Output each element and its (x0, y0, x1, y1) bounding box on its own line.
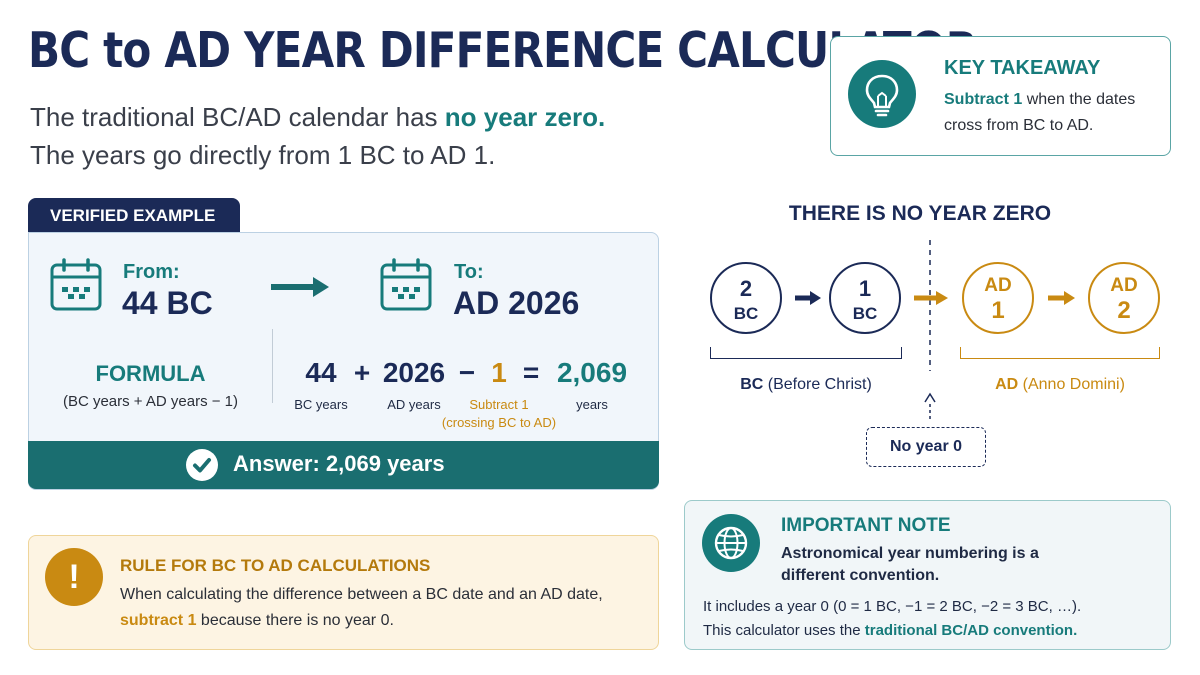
from-label: From: (123, 261, 180, 283)
formula-term-bc: 44 (305, 357, 337, 388)
calendar-icon (379, 257, 433, 313)
important-note-box: IMPORTANT NOTE Astronomical year numberi… (684, 500, 1171, 650)
from-value: 44 BC (122, 285, 213, 321)
ad-bracket (960, 347, 1160, 359)
bc-bracket (710, 347, 902, 359)
exclamation-icon: ! (45, 548, 103, 606)
formula-subtitle: (BC years + AD years − 1) (62, 393, 239, 410)
lightbulb-icon (848, 60, 916, 128)
formula-term-bc-label: BC years (294, 397, 348, 412)
takeaway-highlight: Subtract 1 (944, 91, 1023, 108)
answer-bar: Answer: 2,069 years (28, 441, 659, 489)
note-text-1: It includes a year 0 (0 = 1 BC, −1 = 2 B… (703, 598, 1082, 615)
note-subtitle: Astronomical year numbering is a differe… (781, 545, 1039, 584)
arrow-right-icon (269, 275, 331, 304)
rule-body-end: because there is no year 0. (196, 612, 394, 629)
plus-operator: + (353, 357, 371, 388)
formula-term-subtract-note: (crossing BC to AD) (441, 415, 557, 430)
note-highlight: traditional BC/AD convention. (864, 622, 1078, 639)
no-year-zero-label: No year 0 (866, 427, 986, 467)
intro-line-1: The traditional BC/AD calendar has no ye… (30, 102, 605, 133)
formula-term-ad-label: AD years (387, 397, 441, 412)
equals-operator: = (522, 357, 540, 388)
verified-example-card: From: 44 BC To: AD 2026 FORMULA (BC year… (28, 232, 659, 490)
year-circle-ad1: AD 1 (962, 262, 1034, 334)
rule-title: RULE FOR BC TO AD CALCULATIONS (120, 556, 431, 575)
formula-term-ad: 2026 (382, 357, 446, 388)
verified-example-tab: VERIFIED EXAMPLE (28, 198, 240, 232)
to-label: To: (454, 261, 484, 283)
rule-body: When calculating the difference between … (120, 586, 603, 603)
bc-era-label: BC (Before Christ) (740, 376, 872, 393)
answer-text: Answer: 2,069 years (233, 451, 445, 476)
formula-term-subtract: 1 (491, 357, 507, 388)
key-takeaway-box: KEY TAKEAWAY Subtract 1 when the dates c… (830, 36, 1171, 156)
rule-highlight: subtract 1 (120, 612, 197, 629)
formula-title: FORMULA (95, 361, 206, 386)
rule-text: When calculating the difference between … (120, 582, 640, 634)
formula-result: 2,069 (556, 357, 628, 388)
timeline-lines (795, 240, 1075, 422)
takeaway-text: Subtract 1 when the dates cross from BC … (944, 87, 1164, 139)
calendar-icon (49, 257, 103, 313)
page-title: BC to AD YEAR DIFFERENCE CALCULATOR (28, 22, 978, 79)
divider (272, 329, 273, 403)
takeaway-title: KEY TAKEAWAY (944, 57, 1101, 79)
rule-box: ! RULE FOR BC TO AD CALCULATIONS When ca… (28, 535, 659, 650)
ad-era-label: AD (Anno Domini) (995, 376, 1125, 393)
year-circle-1bc: 1 BC (829, 262, 901, 334)
year-circle-2bc: 2 BC (710, 262, 782, 334)
intro-text: The traditional BC/AD calendar has (30, 102, 445, 132)
intro-line-2: The years go directly from 1 BC to AD 1. (30, 140, 496, 170)
intro-highlight: no year zero. (444, 102, 606, 132)
minus-operator: − (458, 357, 476, 388)
year-circle-ad2: AD 2 (1088, 262, 1160, 334)
timeline-title: THERE IS NO YEAR ZERO (788, 202, 1052, 225)
note-text-2: This calculator uses the traditional BC/… (703, 622, 1077, 639)
takeaway-body: when the dates cross from BC to AD. (944, 91, 1136, 134)
formula-result-label: years (576, 397, 608, 412)
formula-term-subtract-label: Subtract 1 (469, 397, 529, 412)
globe-icon (702, 514, 760, 572)
checkmark-icon (186, 449, 218, 481)
note-title: IMPORTANT NOTE (781, 515, 951, 536)
to-value: AD 2026 (453, 285, 580, 321)
note-text-2-body: This calculator uses the (703, 622, 865, 639)
